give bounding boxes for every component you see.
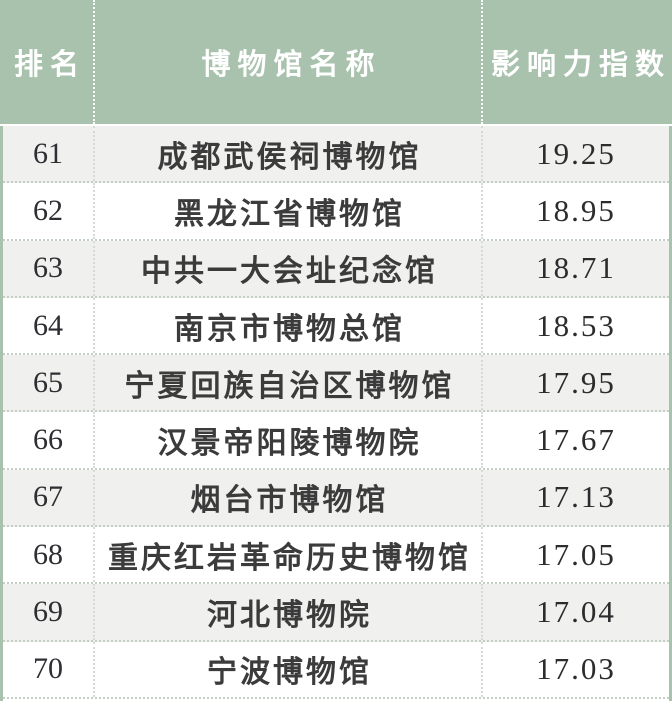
- table-header-row: 排名 博物馆名称 影响力指数: [0, 0, 672, 124]
- rank-cell: 66: [3, 412, 95, 468]
- influence-index-cell: 17.03: [536, 651, 616, 687]
- rank-cell: 64: [3, 297, 95, 354]
- museum-name-cell: 烟台市博物馆: [95, 469, 483, 526]
- table-row: 68 重庆红岩革命历史博物馆 17.05: [3, 527, 669, 585]
- rank-cell: 69: [3, 584, 95, 640]
- influence-index-cell: 18.71: [536, 250, 616, 286]
- rank-cell: 62: [3, 183, 95, 239]
- table-row: 70 宁波博物馆 17.03: [3, 641, 669, 699]
- influence-index-cell: 18.95: [536, 192, 616, 228]
- influence-index-cell: 17.67: [536, 422, 616, 458]
- table-body: 61 成都武侯祠博物馆 19.25 62 黑龙江省博物馆 18.95 63 中共…: [0, 126, 672, 701]
- influence-index-cell: 17.13: [536, 479, 616, 515]
- table-row: 64 南京市博物总馆 18.53: [3, 297, 669, 356]
- museum-name-cell: 成都武侯祠博物馆: [95, 126, 483, 182]
- influence-index-cell: 17.04: [536, 594, 616, 630]
- bottom-strip: [0, 701, 672, 704]
- museum-name-cell: 重庆红岩革命历史博物馆: [95, 527, 483, 583]
- header-body-divider: [0, 124, 672, 126]
- rank-cell: 63: [3, 240, 95, 296]
- table-row: 65 宁夏回族自治区博物馆 17.95: [3, 355, 669, 413]
- table-row: 69 河北博物院 17.04: [3, 584, 669, 642]
- museum-name-cell: 宁波博物馆: [95, 641, 483, 697]
- rank-cell: 61: [3, 126, 95, 182]
- column-header-influence-index: 影响力指数: [490, 49, 671, 81]
- table-row: 61 成都武侯祠博物馆 19.25: [3, 126, 669, 184]
- rank-cell: 68: [3, 527, 95, 583]
- table-row: 62 黑龙江省博物馆 18.95: [3, 183, 669, 241]
- influence-index-cell: 18.53: [536, 307, 616, 343]
- rank-cell: 65: [3, 355, 95, 411]
- column-header-museum-name: 博物馆名称: [95, 0, 483, 124]
- museum-name-cell: 宁夏回族自治区博物馆: [95, 355, 483, 411]
- table-row: 67 烟台市博物馆 17.13: [3, 469, 669, 528]
- rank-cell: 67: [3, 469, 95, 526]
- influence-index-cell: 19.25: [536, 135, 616, 171]
- museum-name-cell: 黑龙江省博物馆: [95, 183, 483, 239]
- table-row: 63 中共一大会址纪念馆 18.71: [3, 240, 669, 298]
- column-header-rank: 排名: [0, 0, 95, 124]
- museum-name-cell: 中共一大会址纪念馆: [95, 240, 483, 296]
- museum-name-cell: 汉景帝阳陵博物院: [95, 412, 483, 468]
- museum-name-cell: 南京市博物总馆: [95, 297, 483, 354]
- museum-name-cell: 河北博物院: [95, 584, 483, 640]
- rank-cell: 70: [3, 641, 95, 697]
- table-row: 66 汉景帝阳陵博物院 17.67: [3, 412, 669, 470]
- influence-index-cell: 17.95: [536, 364, 616, 400]
- influence-index-cell: 17.05: [536, 536, 616, 572]
